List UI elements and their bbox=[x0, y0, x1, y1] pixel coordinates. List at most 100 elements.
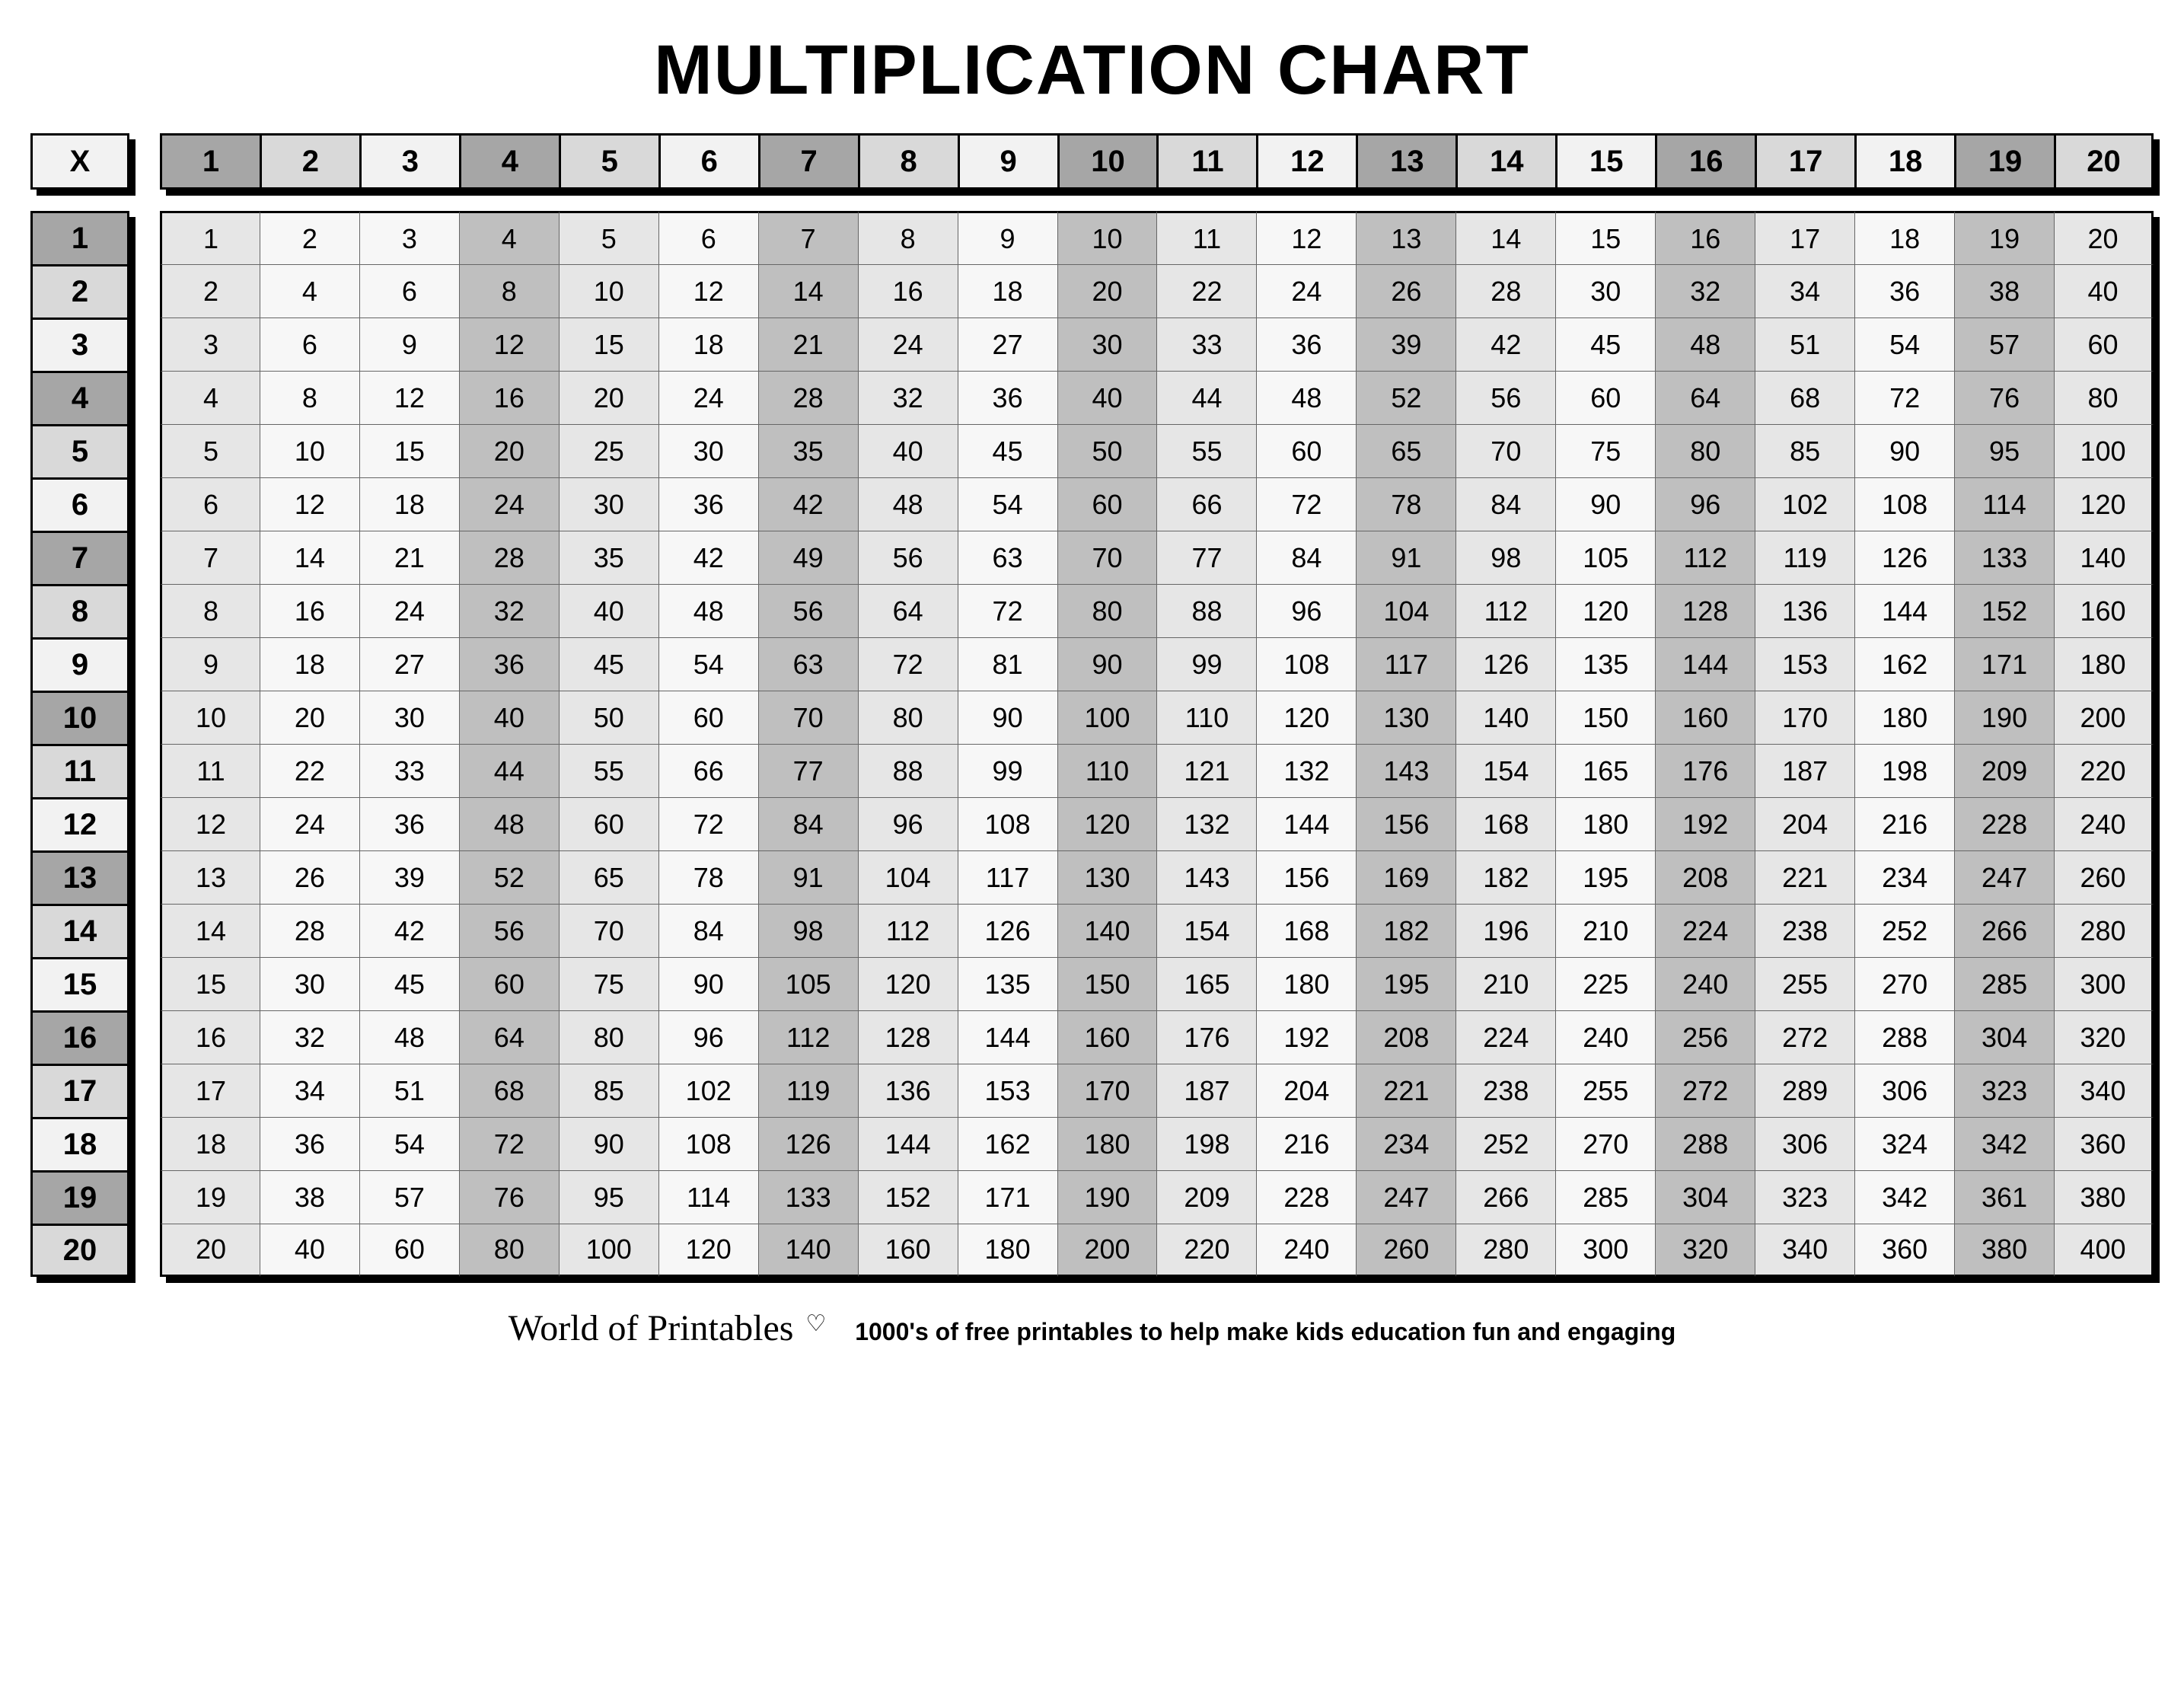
data-cell: 255 bbox=[1555, 1064, 1655, 1117]
data-cell: 153 bbox=[1755, 637, 1854, 691]
data-cell: 40 bbox=[260, 1224, 359, 1277]
column-header: 20 bbox=[2054, 133, 2154, 190]
data-cell: 143 bbox=[1356, 744, 1455, 797]
data-cell: 209 bbox=[1954, 744, 2054, 797]
data-cell: 114 bbox=[1954, 477, 2054, 531]
data-cell: 40 bbox=[459, 691, 559, 744]
data-cell: 182 bbox=[1455, 850, 1555, 904]
column-header: 12 bbox=[1256, 133, 1356, 190]
row-header: 7 bbox=[30, 531, 129, 584]
data-cell: 12 bbox=[260, 477, 359, 531]
row-header: 3 bbox=[30, 317, 129, 371]
data-cell: 84 bbox=[1455, 477, 1555, 531]
column-header: 10 bbox=[1057, 133, 1157, 190]
data-cell: 88 bbox=[858, 744, 958, 797]
table-row: 1632486480961121281441601761922082242402… bbox=[160, 1010, 2154, 1064]
row-header: 20 bbox=[30, 1224, 129, 1277]
data-cell: 32 bbox=[858, 371, 958, 424]
data-cell: 323 bbox=[1755, 1170, 1854, 1224]
data-cell: 320 bbox=[2054, 1010, 2154, 1064]
data-cell: 204 bbox=[1755, 797, 1854, 850]
data-cell: 100 bbox=[559, 1224, 658, 1277]
data-cell: 156 bbox=[1356, 797, 1455, 850]
data-cell: 272 bbox=[1655, 1064, 1755, 1117]
data-cell: 209 bbox=[1156, 1170, 1256, 1224]
data-cell: 6 bbox=[658, 211, 758, 264]
data-cell: 160 bbox=[1655, 691, 1755, 744]
data-cell: 130 bbox=[1356, 691, 1455, 744]
table-row: 1530456075901051201351501651801952102252… bbox=[160, 957, 2154, 1010]
data-cell: 48 bbox=[459, 797, 559, 850]
multiplication-chart-page: MULTIPLICATION CHART X123456789101112131… bbox=[30, 30, 2154, 1349]
data-cell: 48 bbox=[1256, 371, 1356, 424]
data-cell: 95 bbox=[1954, 424, 2054, 477]
data-cell: 195 bbox=[1356, 957, 1455, 1010]
data-cell: 35 bbox=[559, 531, 658, 584]
column-header-bar: X1234567891011121314151617181920 bbox=[30, 133, 2154, 190]
data-cell: 10 bbox=[1057, 211, 1157, 264]
data-cell: 108 bbox=[958, 797, 1057, 850]
data-cell: 27 bbox=[359, 637, 459, 691]
data-cell: 28 bbox=[758, 371, 858, 424]
data-cell: 162 bbox=[958, 1117, 1057, 1170]
data-cell: 90 bbox=[1555, 477, 1655, 531]
table-row: 1020304050607080901001101201301401501601… bbox=[160, 691, 2154, 744]
row-header: 11 bbox=[30, 744, 129, 797]
data-cell: 76 bbox=[459, 1170, 559, 1224]
data-cell: 216 bbox=[1854, 797, 1954, 850]
data-cell: 160 bbox=[2054, 584, 2154, 637]
data-cell: 132 bbox=[1156, 797, 1256, 850]
data-cell: 51 bbox=[1755, 317, 1854, 371]
data-cell: 240 bbox=[2054, 797, 2154, 850]
column-header: 15 bbox=[1555, 133, 1655, 190]
data-cell: 10 bbox=[559, 264, 658, 317]
data-cell: 65 bbox=[1356, 424, 1455, 477]
data-cell: 165 bbox=[1555, 744, 1655, 797]
data-cell: 15 bbox=[359, 424, 459, 477]
data-cell: 72 bbox=[1854, 371, 1954, 424]
table-row: 9182736455463728190991081171261351441531… bbox=[160, 637, 2154, 691]
row-header: 12 bbox=[30, 797, 129, 850]
data-cell: 70 bbox=[559, 904, 658, 957]
data-cell: 90 bbox=[559, 1117, 658, 1170]
data-cell: 104 bbox=[858, 850, 958, 904]
data-cell: 26 bbox=[260, 850, 359, 904]
data-cell: 204 bbox=[1256, 1064, 1356, 1117]
data-cell: 120 bbox=[2054, 477, 2154, 531]
data-cell: 119 bbox=[1755, 531, 1854, 584]
data-cell: 10 bbox=[160, 691, 260, 744]
data-cell: 289 bbox=[1755, 1064, 1854, 1117]
data-cell: 84 bbox=[658, 904, 758, 957]
data-cell: 50 bbox=[559, 691, 658, 744]
table-row: 8162432404856647280889610411212012813614… bbox=[160, 584, 2154, 637]
data-cell: 72 bbox=[958, 584, 1057, 637]
data-cell: 48 bbox=[1655, 317, 1755, 371]
data-cell: 60 bbox=[359, 1224, 459, 1277]
column-header: 13 bbox=[1356, 133, 1455, 190]
data-cell: 72 bbox=[1256, 477, 1356, 531]
table-row: 1234567891011121314151617181920 bbox=[160, 211, 2154, 264]
data-cell: 13 bbox=[1356, 211, 1455, 264]
data-cell: 38 bbox=[260, 1170, 359, 1224]
data-cell: 176 bbox=[1156, 1010, 1256, 1064]
data-cell: 14 bbox=[1455, 211, 1555, 264]
data-cell: 126 bbox=[1854, 531, 1954, 584]
data-cell: 136 bbox=[858, 1064, 958, 1117]
data-cell: 21 bbox=[758, 317, 858, 371]
data-cell: 75 bbox=[559, 957, 658, 1010]
data-cell: 95 bbox=[559, 1170, 658, 1224]
data-cell: 17 bbox=[1755, 211, 1854, 264]
data-cell: 156 bbox=[1256, 850, 1356, 904]
data-cell: 112 bbox=[858, 904, 958, 957]
data-cell: 152 bbox=[858, 1170, 958, 1224]
data-cell: 306 bbox=[1854, 1064, 1954, 1117]
data-cell: 36 bbox=[459, 637, 559, 691]
data-cell: 304 bbox=[1954, 1010, 2054, 1064]
data-cell: 171 bbox=[958, 1170, 1057, 1224]
data-cell: 80 bbox=[1057, 584, 1157, 637]
data-cell: 260 bbox=[2054, 850, 2154, 904]
data-cell: 120 bbox=[1057, 797, 1157, 850]
data-cell: 42 bbox=[359, 904, 459, 957]
data-cell: 42 bbox=[1455, 317, 1555, 371]
data-cell: 63 bbox=[758, 637, 858, 691]
